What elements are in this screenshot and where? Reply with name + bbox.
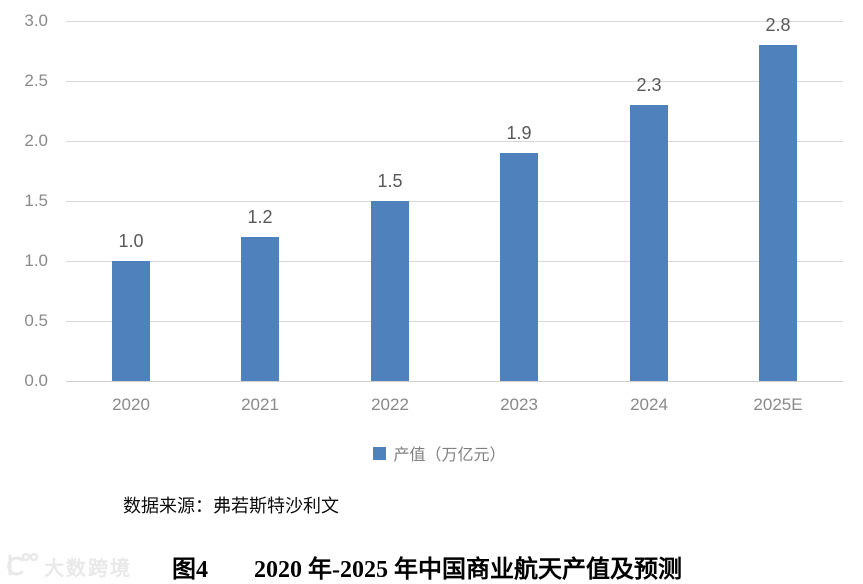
gridline xyxy=(66,201,843,202)
gridline xyxy=(66,141,843,142)
x-axis-tick-label: 2021 xyxy=(241,395,279,414)
bar-2025E xyxy=(759,45,797,381)
gridline xyxy=(66,381,843,382)
bar-value-label: 1.9 xyxy=(506,123,532,143)
bar-value-label: 1.0 xyxy=(118,231,144,251)
gridline xyxy=(66,21,843,22)
figure-caption: 图4 2020 年-2025 年中国商业航天产值及预测 xyxy=(172,549,682,584)
watermark-text: 大数跨境 xyxy=(44,558,132,580)
bar-2024 xyxy=(630,105,668,381)
legend-swatch-icon xyxy=(373,446,387,460)
gridline xyxy=(66,81,843,82)
y-axis-tick-label: 1.5 xyxy=(24,191,48,210)
bar-2021 xyxy=(241,237,279,381)
bar-2022 xyxy=(371,201,409,381)
plot-area: 1.0 2020 1.2 2021 1.5 2022 1.9 2023 2.3 2024 2.8 20… xyxy=(66,15,843,414)
y-axis-tick-label: 3.0 xyxy=(24,11,48,30)
x-axis-tick-label: 2025E xyxy=(753,395,803,414)
bar-value-label: 2.3 xyxy=(636,75,662,95)
legend-label: 产值（万亿元） xyxy=(393,447,506,464)
y-axis-tick-label: 0.5 xyxy=(24,311,48,330)
figure-number: 图4 xyxy=(172,557,208,583)
bar-value-label: 2.8 xyxy=(765,15,791,35)
y-axis-tick-label: 2.0 xyxy=(24,131,48,150)
y-axis-tick-label: 2.5 xyxy=(24,71,48,90)
gridline xyxy=(66,261,843,262)
watermark: 大数跨境 xyxy=(6,551,132,582)
bar-2023 xyxy=(500,153,538,381)
x-axis-tick-label: 2020 xyxy=(112,395,150,414)
y-axis-tick-label: 0.0 xyxy=(24,371,48,390)
x-axis-tick-label: 2023 xyxy=(500,395,538,414)
source-note: 数据来源：弗若斯特沙利文 xyxy=(123,496,339,516)
x-axis-tick-label: 2022 xyxy=(371,395,409,414)
bar-value-label: 1.2 xyxy=(247,207,273,227)
legend: 产值（万亿元） xyxy=(8,441,863,465)
gridline xyxy=(66,321,843,322)
x-axis-tick-label: 2024 xyxy=(630,395,668,414)
bar-2020 xyxy=(112,261,150,381)
bar-value-label: 1.5 xyxy=(377,171,403,191)
y-axis-tick-label: 1.0 xyxy=(24,251,48,270)
dashu-kuajing-logo-icon xyxy=(6,551,40,582)
figure-title-text: 2020 年-2025 年中国商业航天产值及预测 xyxy=(254,557,682,583)
